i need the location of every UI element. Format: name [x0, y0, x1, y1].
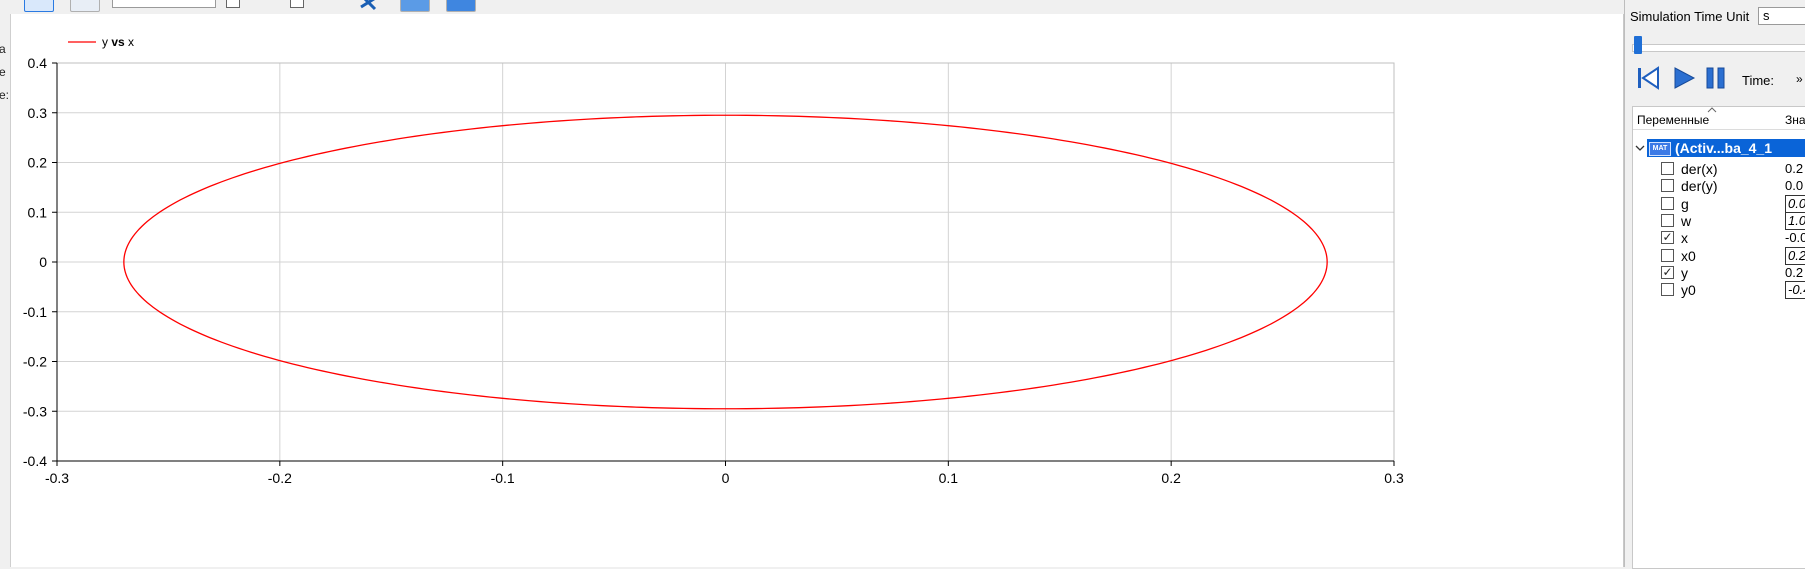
- x-tick-label: 0.2: [1161, 470, 1181, 486]
- time-slider[interactable]: [1632, 44, 1805, 52]
- variable-checkbox[interactable]: ✓: [1661, 230, 1674, 245]
- left-fragment: e: [0, 65, 6, 79]
- variable-row-w[interactable]: w 1.0: [1633, 211, 1805, 231]
- reset-zoom-icon[interactable]: [70, 0, 100, 12]
- variable-value-input[interactable]: 1.0: [1785, 211, 1805, 230]
- expand-chevron-icon[interactable]: [1635, 143, 1645, 153]
- variable-checkbox[interactable]: [1661, 283, 1674, 297]
- plot-area[interactable]: -0.3 -0.2 -0.1 0 0.1 0.2 0.3 -0.4 -0.3 -0.2 -0.1 0 0…: [11, 14, 1624, 567]
- result-file-label: (Activ...ba_4_1: [1675, 140, 1773, 156]
- left-fragment: e:: [0, 88, 10, 102]
- variable-value: 0.2: [1785, 161, 1804, 176]
- variable-row-y0[interactable]: y0 -0.4: [1633, 280, 1805, 300]
- variable-name: x: [1681, 230, 1688, 247]
- variable-row-y[interactable]: ✓ y 0.2: [1633, 263, 1805, 283]
- variable-name: y: [1681, 264, 1688, 281]
- variable-checkbox[interactable]: ✓: [1661, 264, 1674, 279]
- y-tick-label: -0.4: [23, 453, 47, 469]
- plot-toolbar: [0, 0, 1622, 15]
- variables-tree[interactable]: Переменные Зна MAT (Activ...ba_4_1 der(x)…: [1632, 106, 1805, 569]
- y-tick-label: 0.3: [28, 105, 48, 121]
- series-line-y-vs-x: [123, 114, 1328, 410]
- variables-header: Переменные Зна: [1633, 107, 1805, 130]
- time-unit-select[interactable]: s: [1758, 7, 1805, 25]
- print-icon[interactable]: [446, 0, 476, 12]
- log-x-checkbox[interactable]: [226, 0, 240, 8]
- variable-checkbox[interactable]: [1661, 196, 1674, 210]
- log-y-checkbox[interactable]: [290, 0, 304, 8]
- variable-row-x[interactable]: ✓ x -0.0: [1633, 228, 1805, 248]
- x-tick-label: -0.1: [491, 470, 515, 486]
- sort-indicator-icon: [1707, 107, 1717, 113]
- variable-checkbox[interactable]: [1661, 213, 1674, 227]
- time-slider-handle[interactable]: [1634, 36, 1642, 54]
- variable-row-g[interactable]: g 0.0: [1633, 194, 1805, 214]
- skip-to-start-icon[interactable]: [1636, 66, 1660, 90]
- time-unit-value: s: [1763, 8, 1770, 23]
- overflow-button[interactable]: »: [1796, 72, 1803, 86]
- zoom-combo[interactable]: [112, 0, 216, 8]
- variable-row-der-y-[interactable]: der(y) 0.0: [1633, 176, 1805, 196]
- variable-row-x0[interactable]: x0 0.2: [1633, 246, 1805, 266]
- legend-label: y vs x: [102, 35, 134, 49]
- pause-icon[interactable]: [1704, 66, 1728, 90]
- x-tick-label: -0.2: [268, 470, 292, 486]
- tools-icon[interactable]: [354, 0, 384, 12]
- variable-row-der-x-[interactable]: der(x) 0.2: [1633, 159, 1805, 179]
- time-unit-label: Simulation Time Unit: [1630, 9, 1750, 24]
- result-file-row[interactable]: MAT (Activ...ba_4_1: [1647, 139, 1805, 157]
- plot-canvas[interactable]: -0.3 -0.2 -0.1 0 0.1 0.2 0.3-0.4-0.3-0.2-0.100…: [11, 14, 1623, 567]
- time-label: Time:: [1742, 73, 1775, 88]
- mat-file-icon: MAT: [1649, 142, 1671, 157]
- y-tick-label: -0.3: [23, 403, 47, 419]
- copy-icon[interactable]: [400, 0, 430, 12]
- variable-value: -0.0: [1785, 230, 1805, 246]
- variable-name: x0: [1681, 247, 1696, 264]
- variable-value-input[interactable]: -0.4: [1785, 281, 1805, 300]
- x-tick-label: -0.3: [45, 470, 69, 486]
- variable-value-input[interactable]: 0.0: [1785, 194, 1805, 213]
- column-variables[interactable]: Переменные: [1637, 113, 1710, 127]
- x-tick-label: 0.1: [939, 470, 959, 486]
- variable-checkbox[interactable]: [1661, 162, 1674, 175]
- play-icon[interactable]: [1672, 66, 1696, 90]
- y-tick-label: 0.4: [28, 55, 48, 71]
- variable-value: 0.0: [1785, 178, 1804, 194]
- variable-name: w: [1681, 212, 1692, 229]
- x-tick-label: 0.3: [1384, 470, 1404, 486]
- variable-name: der(y): [1681, 178, 1718, 195]
- legend: y vs x: [68, 35, 134, 49]
- variable-name: y0: [1681, 282, 1696, 299]
- variable-name: der(x): [1681, 161, 1718, 177]
- y-tick-label: 0.2: [28, 155, 48, 171]
- left-side-panel: a e e:: [0, 14, 11, 567]
- y-tick-label: 0.1: [28, 204, 48, 220]
- variable-value-input[interactable]: 0.2: [1785, 246, 1805, 265]
- y-tick-label: 0: [39, 254, 47, 270]
- variable-checkbox[interactable]: [1661, 179, 1674, 193]
- variable-value: 0.2: [1785, 264, 1804, 280]
- column-value[interactable]: Зна: [1785, 113, 1805, 127]
- variable-checkbox[interactable]: [1661, 248, 1674, 262]
- fit-in-view-icon[interactable]: [24, 0, 54, 12]
- variable-name: g: [1681, 195, 1689, 212]
- y-tick-label: -0.2: [23, 354, 47, 370]
- y-tick-label: -0.1: [23, 304, 47, 320]
- x-tick-label: 0: [722, 470, 730, 486]
- left-fragment: a: [0, 42, 6, 56]
